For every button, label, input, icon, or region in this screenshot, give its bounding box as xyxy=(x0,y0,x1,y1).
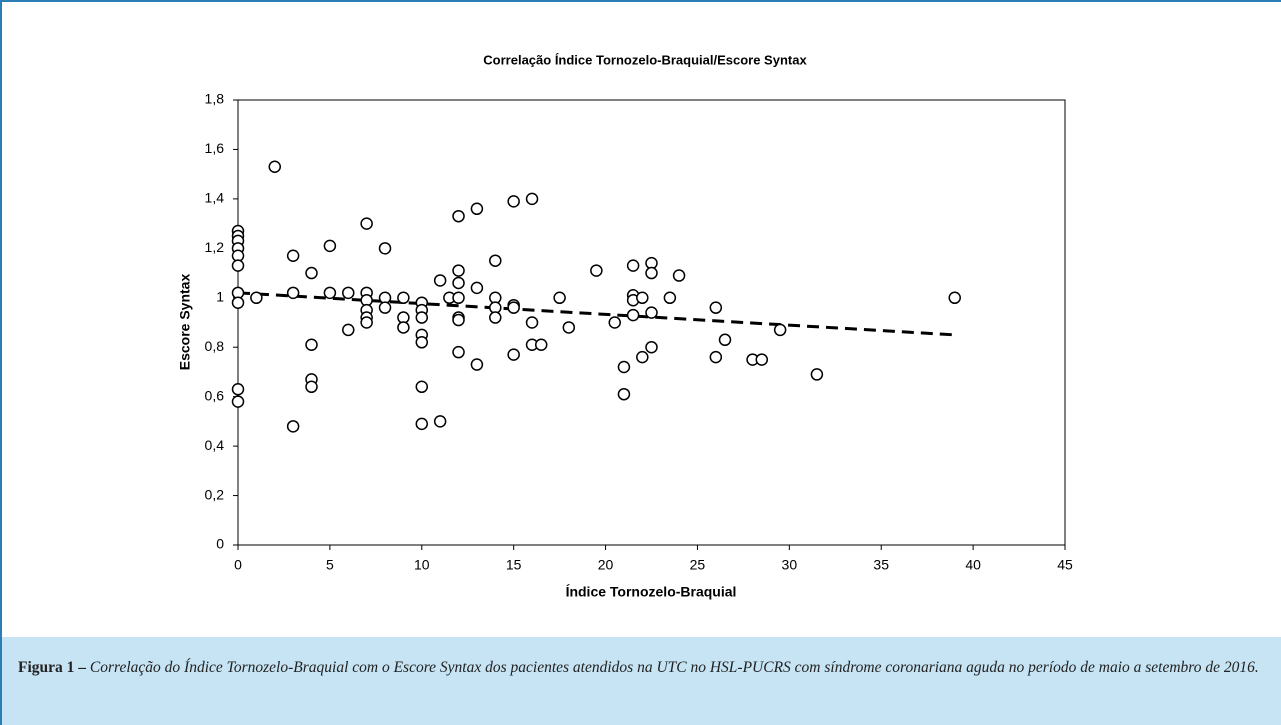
y-tick-label: 0 xyxy=(216,536,224,552)
scatter-point xyxy=(397,291,410,305)
scatter-point xyxy=(433,415,447,428)
y-tick-label: 0,2 xyxy=(205,486,225,502)
scatter-point xyxy=(415,311,429,324)
y-tick-label: 1,6 xyxy=(205,140,225,156)
y-tick-label: 1,4 xyxy=(205,190,225,206)
scatter-point xyxy=(286,286,300,300)
scatter-point xyxy=(525,316,539,329)
scatter-point xyxy=(342,323,355,337)
scatter-point xyxy=(360,316,373,329)
x-tick-label: 5 xyxy=(326,557,334,573)
scatter-point xyxy=(231,395,245,408)
scatter-point xyxy=(452,291,465,305)
x-axis-title: Índice Tornozelo-Braquial xyxy=(566,584,737,600)
y-tick-label: 0,6 xyxy=(205,387,225,403)
scatter-point xyxy=(397,321,410,334)
scatter-point xyxy=(617,360,631,374)
scatter-point xyxy=(636,291,649,305)
scatter-point xyxy=(231,296,245,309)
x-tick-label: 20 xyxy=(598,557,614,573)
scatter-point xyxy=(672,269,686,282)
scatter-point xyxy=(323,239,337,253)
scatter-point xyxy=(507,195,520,208)
scatter-point xyxy=(709,301,723,314)
x-tick-label: 30 xyxy=(782,557,798,573)
scatter-point xyxy=(489,254,502,267)
trendline xyxy=(237,291,955,337)
scatter-point xyxy=(645,306,658,319)
plot-area xyxy=(237,99,1066,546)
scatter-point xyxy=(378,301,392,314)
chart-title: Correlação Índice Tornozelo-Braquial/Esc… xyxy=(483,52,807,67)
scatter-point xyxy=(718,333,732,347)
x-tick-label: 15 xyxy=(506,557,522,573)
scatter-point xyxy=(378,242,392,255)
x-tick-label: 10 xyxy=(414,557,430,573)
y-tick-label: 1,8 xyxy=(205,91,225,107)
scatter-point xyxy=(452,345,465,359)
scatter-point xyxy=(562,321,576,334)
scatter-point xyxy=(286,249,300,262)
scatter-point xyxy=(415,417,429,431)
y-tick-label: 0,8 xyxy=(205,338,225,354)
scatter-point xyxy=(305,338,318,351)
scatter-point xyxy=(755,353,769,366)
scatter-point xyxy=(507,348,520,361)
scatter-point xyxy=(553,291,566,305)
scatter-point xyxy=(452,276,465,290)
x-tick-label: 35 xyxy=(873,557,889,573)
scatter-point xyxy=(470,358,484,371)
caption-label: Figura 1 – xyxy=(18,659,87,676)
scatter-point xyxy=(305,266,318,280)
x-tick-label: 25 xyxy=(690,557,706,573)
scatter-point xyxy=(470,202,484,216)
scatter-point xyxy=(626,259,640,272)
scatter-point xyxy=(534,338,548,351)
x-tick-label: 0 xyxy=(234,557,242,573)
scatter-point xyxy=(709,350,723,364)
scatter-point xyxy=(433,274,447,287)
scatter-point xyxy=(773,323,787,337)
y-tick-label: 1 xyxy=(216,288,224,304)
scatter-point xyxy=(452,209,465,223)
scatter-point xyxy=(452,313,465,327)
scatter-point xyxy=(415,336,429,349)
scatter-point xyxy=(305,380,318,394)
scatter-point xyxy=(608,316,621,329)
scatter-point xyxy=(525,192,539,206)
scatter-point xyxy=(231,259,245,272)
scatter-point xyxy=(452,264,465,277)
scatter-point xyxy=(268,160,282,173)
chart: Correlação Índice Tornozelo-Braquial/Esc… xyxy=(177,52,1073,600)
y-tick-label: 0,4 xyxy=(205,437,225,453)
scatter-point xyxy=(617,387,631,401)
scatter-point xyxy=(415,380,429,394)
scatter-point xyxy=(626,308,640,322)
scatter-point xyxy=(342,286,355,300)
scatter-point xyxy=(489,311,502,324)
scatter-point xyxy=(810,368,824,381)
y-axis-title: Escore Syntax xyxy=(177,274,193,371)
scatter-point xyxy=(323,286,337,300)
scatter-point xyxy=(636,350,649,364)
scatter-point xyxy=(470,281,484,295)
scatter-point xyxy=(645,340,658,354)
scatter-point xyxy=(360,217,373,230)
y-tick-label: 1,2 xyxy=(205,239,225,255)
scatter-point xyxy=(231,383,245,396)
caption: Figura 1 – Correlação do Índice Tornozel… xyxy=(2,637,1281,725)
x-tick-label: 40 xyxy=(965,557,981,573)
scatter-point xyxy=(663,291,677,305)
scatter-point xyxy=(645,266,658,280)
caption-text: Correlação do Índice Tornozelo-Braquial … xyxy=(89,659,1259,676)
scatter-point xyxy=(507,301,520,314)
x-tick-label: 45 xyxy=(1057,557,1073,573)
scatter-point xyxy=(948,291,961,305)
scatter-point xyxy=(286,420,300,433)
scatter-point xyxy=(250,291,263,305)
scatter-point xyxy=(590,264,603,277)
